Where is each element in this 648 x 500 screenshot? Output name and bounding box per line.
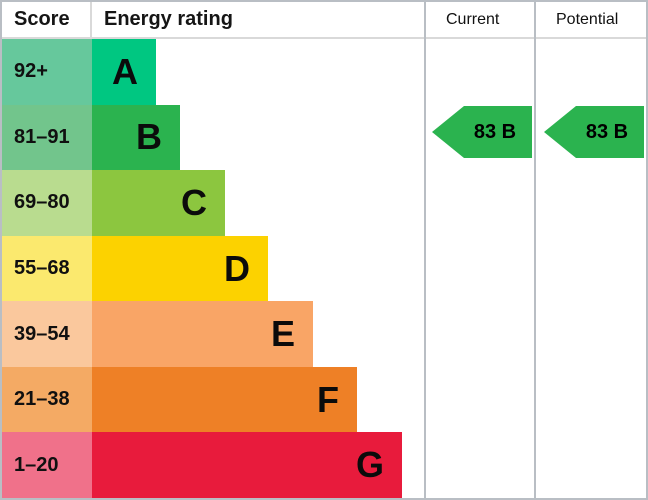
band-row-d: 55–68 D — [2, 235, 646, 302]
rating-bar-b: B — [92, 104, 180, 171]
current-column-header: Current — [446, 10, 500, 28]
band-row-a: 92+ A — [2, 39, 646, 105]
band-row-f: 21–38 F — [2, 366, 646, 433]
rating-bar-d: D — [92, 235, 268, 302]
score-range-e: 39–54 — [2, 301, 92, 367]
current-rating-value: 83 B — [473, 120, 517, 143]
rating-bar-f: F — [92, 366, 357, 433]
rating-bar-c: C — [92, 170, 225, 236]
rating-bar-e: E — [92, 301, 313, 367]
score-column-header: Score — [2, 2, 92, 37]
score-range-f: 21–38 — [2, 366, 92, 433]
potential-column-header: Potential — [556, 10, 619, 28]
band-row-b: 81–91 B — [2, 104, 646, 171]
potential-column-divider — [534, 2, 536, 498]
band-row-e: 39–54 E — [2, 301, 646, 367]
current-column-divider — [424, 2, 426, 498]
score-range-a: 92+ — [2, 39, 92, 105]
band-row-c: 69–80 C — [2, 170, 646, 236]
score-range-c: 69–80 — [2, 170, 92, 236]
energy-rating-column-header: Energy rating — [104, 8, 233, 30]
rating-bar-a: A — [92, 39, 156, 105]
band-row-g: 1–20 G — [2, 432, 646, 499]
rating-bands: 92+ A 81–91 B 69–80 C 55–68 D 39–54 E 21… — [2, 39, 646, 499]
score-range-d: 55–68 — [2, 235, 92, 302]
potential-rating-value: 83 B — [585, 120, 629, 143]
score-range-g: 1–20 — [2, 432, 92, 499]
score-range-b: 81–91 — [2, 104, 92, 171]
chart-header: Score Energy rating — [2, 2, 646, 39]
rating-bar-g: G — [92, 432, 402, 499]
